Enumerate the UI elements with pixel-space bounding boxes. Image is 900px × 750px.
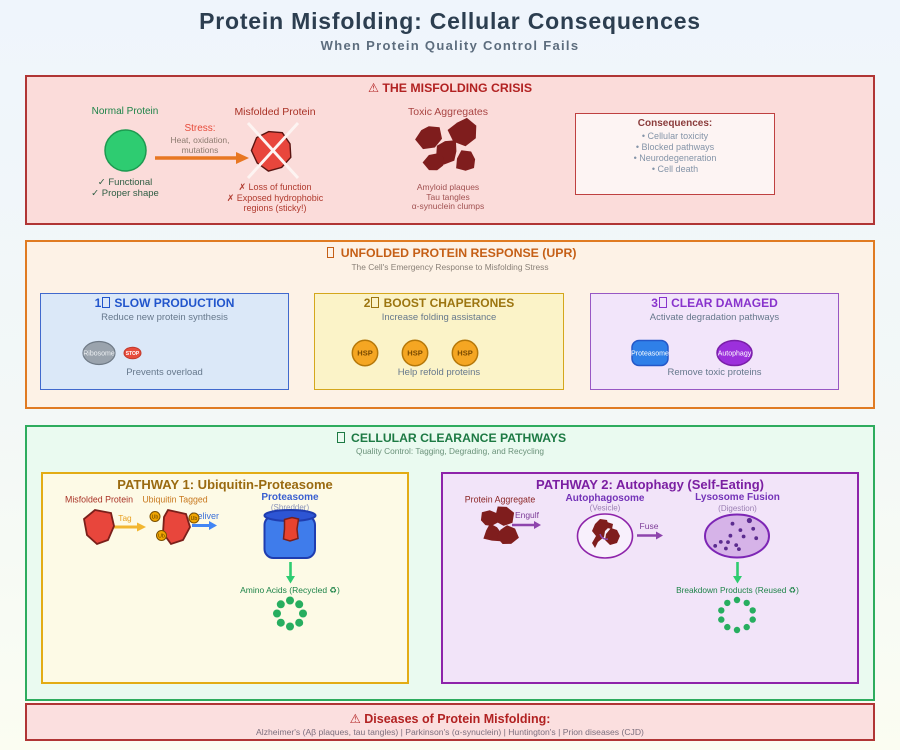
svg-text:Amino Acids (Recycled ♻): Amino Acids (Recycled ♻)	[240, 585, 340, 595]
svg-text:(Digestion): (Digestion)	[718, 504, 757, 513]
svg-text:Tag: Tag	[118, 513, 132, 523]
svg-text:Autophagy: Autophagy	[718, 351, 752, 358]
svg-text:Autophagosome: Autophagosome	[566, 493, 645, 504]
svg-text:Protein Aggregate: Protein Aggregate	[465, 495, 536, 505]
svg-text:STOP: STOP	[126, 351, 140, 357]
svg-text:HSP: HSP	[457, 349, 472, 358]
svg-text:Proteasome: Proteasome	[631, 351, 669, 358]
svg-text:Lysosome Fusion: Lysosome Fusion	[695, 492, 780, 503]
svg-text:Breakdown Products (Reused ♻): Breakdown Products (Reused ♻)	[676, 585, 799, 595]
svg-text:Deliver: Deliver	[191, 511, 219, 521]
svg-text:(Vesicle): (Vesicle)	[590, 504, 621, 513]
svg-text:HSP: HSP	[407, 349, 422, 358]
svg-text:Engulf: Engulf	[515, 510, 540, 520]
svg-text:Ub: Ub	[158, 534, 165, 540]
svg-text:Ub: Ub	[191, 516, 198, 522]
svg-text:Proteasome: Proteasome	[261, 492, 319, 503]
svg-text:Ribosome: Ribosome	[83, 351, 115, 358]
svg-text:Misfolded Protein: Misfolded Protein	[65, 495, 133, 505]
svg-text:Ub: Ub	[152, 515, 159, 521]
svg-text:Fuse: Fuse	[640, 521, 659, 531]
svg-text:HSP: HSP	[357, 349, 372, 358]
svg-text:Ubiquitin Tagged: Ubiquitin Tagged	[142, 495, 207, 505]
svg-text:(Shredder): (Shredder)	[271, 503, 310, 512]
